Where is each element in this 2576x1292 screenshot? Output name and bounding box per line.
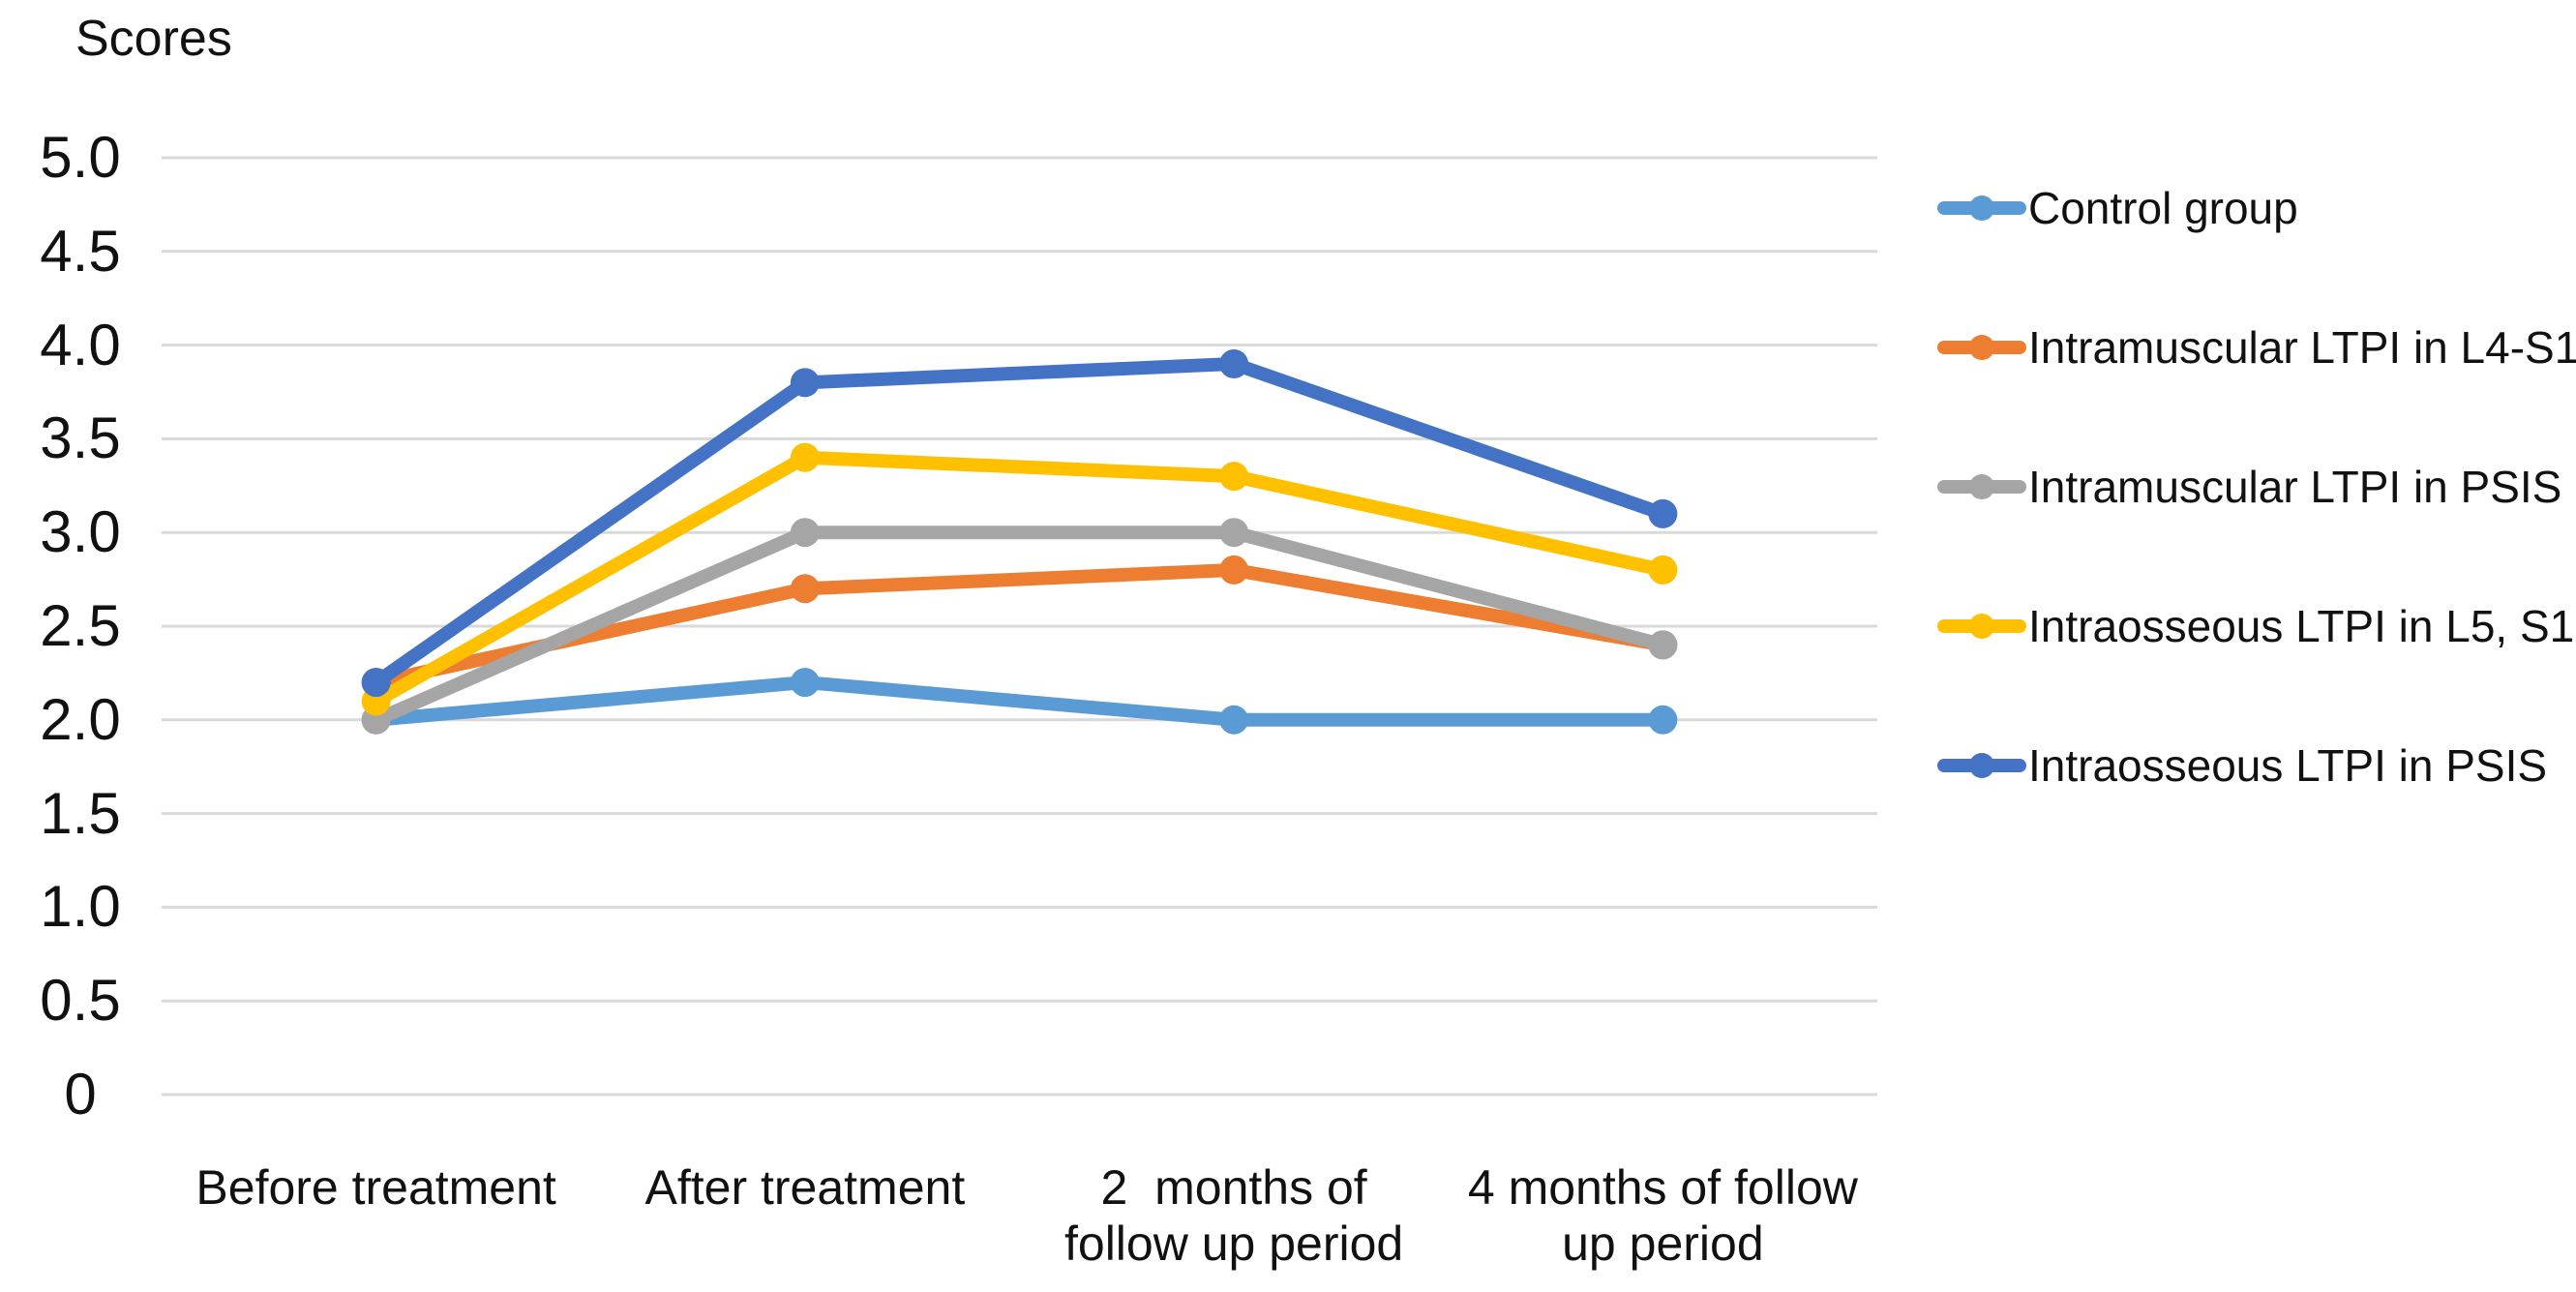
series-line bbox=[369, 526, 1670, 727]
data-point-marker bbox=[1219, 462, 1249, 492]
data-point-marker bbox=[1648, 705, 1678, 735]
data-point-marker bbox=[790, 574, 820, 604]
data-point-marker bbox=[1648, 555, 1678, 585]
legend-label: Control group bbox=[2028, 182, 2298, 233]
data-point-marker bbox=[1219, 348, 1249, 378]
legend-line-marker-icon bbox=[1937, 474, 2026, 499]
x-category-label: After treatment bbox=[644, 1160, 966, 1215]
y-tick-label: 0.5 bbox=[40, 968, 121, 1034]
legend-line-marker-icon bbox=[1937, 614, 2026, 639]
y-tick-label: 2.0 bbox=[40, 686, 121, 752]
data-point-marker bbox=[1219, 518, 1249, 548]
x-category-label: 2 months of follow up period bbox=[1064, 1160, 1404, 1271]
x-category-label: 4 months of follow up period bbox=[1467, 1160, 1858, 1271]
data-point-marker bbox=[790, 368, 820, 398]
legend-label: Intramuscular LTPI in L4-S1 bbox=[2028, 321, 2576, 373]
series-line bbox=[369, 450, 1670, 708]
series-line bbox=[369, 356, 1670, 690]
y-tick-label: 5.0 bbox=[40, 125, 121, 190]
data-point-marker bbox=[1219, 555, 1249, 585]
legend-item: Intraosseous LTPI in L5, S1 bbox=[1937, 595, 2574, 657]
y-tick-label: 3.0 bbox=[40, 499, 121, 565]
y-tick-label: 1.0 bbox=[40, 874, 121, 940]
y-tick-label: 2.5 bbox=[40, 593, 121, 658]
data-point-marker bbox=[1648, 630, 1678, 660]
data-point-marker bbox=[790, 518, 820, 548]
x-category-label: Before treatment bbox=[195, 1160, 556, 1215]
legend-line-marker-icon bbox=[1937, 195, 2026, 221]
y-tick-label: 4.5 bbox=[40, 218, 121, 284]
legend-item: Intramuscular LTPI in L4-S1 bbox=[1937, 316, 2576, 378]
legend-line-marker-icon bbox=[1937, 335, 2026, 360]
legend-item: Control group bbox=[1937, 177, 2298, 239]
legend-label: Intraosseous LTPI in PSIS bbox=[2028, 739, 2548, 791]
series-line bbox=[369, 562, 1670, 690]
data-point-marker bbox=[1648, 498, 1678, 528]
y-tick-label: 0 bbox=[64, 1062, 97, 1127]
legend-item: Intramuscular LTPI in PSIS bbox=[1937, 456, 2561, 518]
legend-label: Intramuscular LTPI in PSIS bbox=[2028, 461, 2562, 512]
legend-item: Intraosseous LTPI in PSIS bbox=[1937, 735, 2547, 796]
chart-title: Scores bbox=[75, 11, 232, 67]
legend-line-marker-icon bbox=[1937, 753, 2026, 778]
y-tick-label: 1.5 bbox=[40, 780, 121, 846]
data-point-marker bbox=[790, 442, 820, 472]
legend-label: Intraosseous LTPI in L5, S1 bbox=[2028, 600, 2575, 651]
y-tick-label: 4.0 bbox=[40, 312, 121, 377]
series-line bbox=[369, 676, 1670, 727]
data-point-marker bbox=[1219, 705, 1249, 735]
data-point-marker bbox=[361, 668, 391, 698]
data-point-marker bbox=[790, 668, 820, 698]
y-tick-label: 3.5 bbox=[40, 406, 121, 471]
